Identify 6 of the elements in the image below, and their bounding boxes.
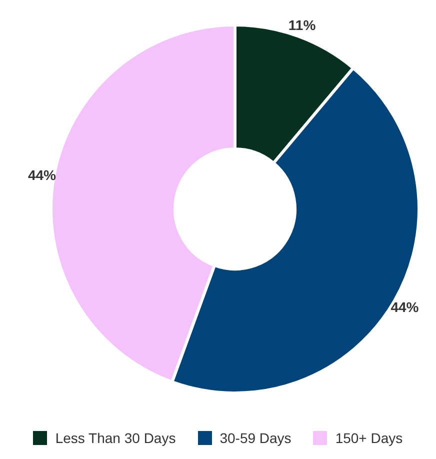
legend-label: 150+ Days — [335, 430, 403, 446]
data-label: 11% — [288, 16, 316, 33]
legend-label: 30-59 Days — [220, 430, 292, 446]
data-label: 44% — [28, 166, 57, 183]
legend-label: Less Than 30 Days — [55, 430, 176, 446]
data-label: 44% — [390, 299, 420, 315]
